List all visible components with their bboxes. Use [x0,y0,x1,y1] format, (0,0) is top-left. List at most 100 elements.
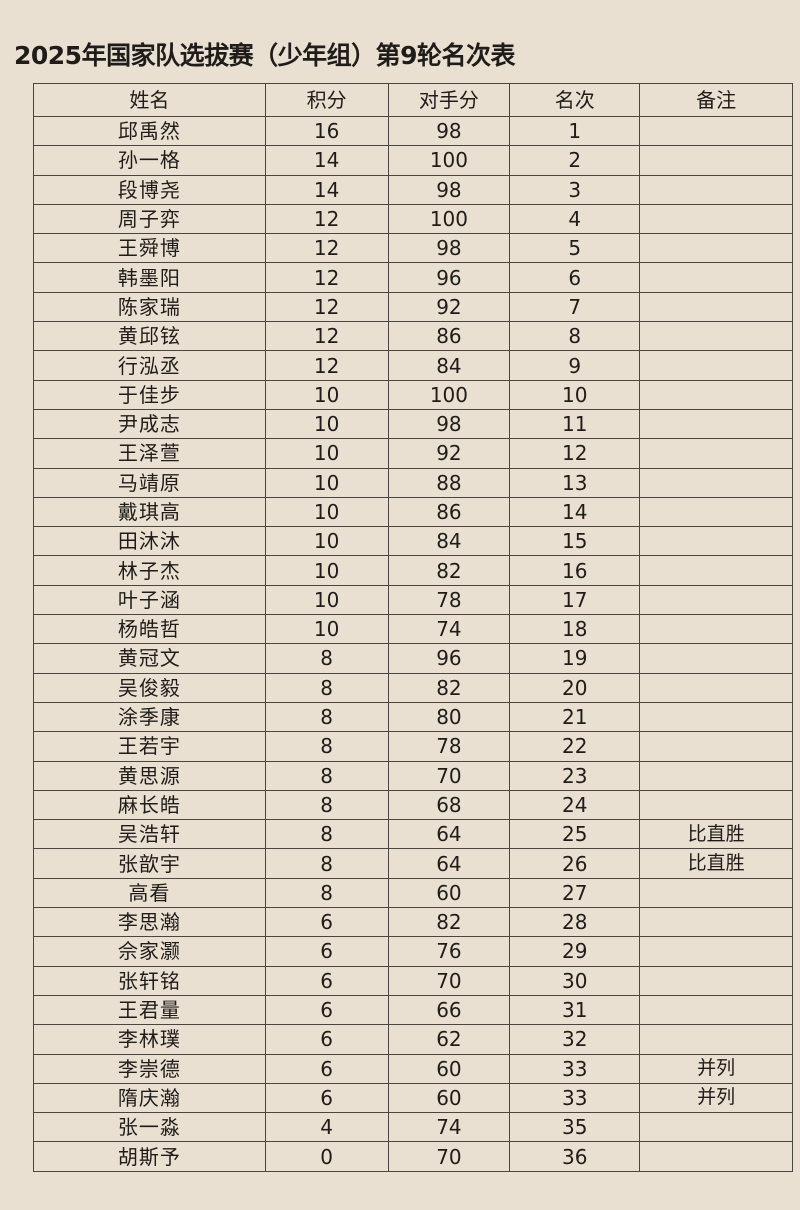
table-row: 高看 8 60 27 [33,877,793,909]
cell-rank: 26 [509,848,641,879]
cell-opponent-score: 100 [387,145,511,176]
cell-points: 6 [264,1024,389,1055]
header-remarks: 备注 [639,83,793,117]
cell-rank: 8 [509,321,641,352]
cell-remarks [639,614,793,645]
table-row: 胡斯予 0 70 36 [33,1141,793,1172]
cell-remarks: 并列 [639,1053,793,1084]
cell-rank: 33 [509,1053,641,1084]
cell-points: 6 [264,936,389,967]
cell-rank: 1 [509,115,641,147]
cell-name: 吴浩轩 [33,819,266,850]
cell-name: 叶子涵 [33,584,266,616]
table-row: 田沐沐 10 84 15 [33,526,793,557]
cell-rank: 36 [509,1141,641,1172]
cell-opponent-score: 100 [387,379,511,410]
cell-name: 戴琪高 [33,496,266,528]
cell-opponent-score: 74 [387,1112,511,1143]
cell-rank: 18 [509,614,641,645]
table-row: 段博尧 14 98 3 [33,174,793,205]
cell-points: 6 [264,907,389,938]
cell-opponent-score: 82 [387,907,511,938]
cell-name: 高看 [33,877,266,909]
cell-points: 10 [264,614,389,645]
standings-table: 姓名 积分 对手分 名次 备注 邱禹然 16 98 1 孙一格 14 100 2 段博尧 14 98… [33,83,793,1172]
table-row: 张轩铭 6 70 30 [33,965,793,996]
cell-points: 6 [264,1082,389,1114]
table-row: 吴俊毅 8 82 20 [33,672,793,703]
cell-name: 周子弈 [33,203,266,235]
table-row: 王舜博 12 98 5 [33,233,793,264]
cell-points: 4 [264,1112,389,1143]
cell-points: 12 [264,203,389,235]
cell-opponent-score: 84 [387,350,511,381]
table-row: 王君量 6 66 31 [33,994,793,1026]
cell-points: 12 [264,321,389,352]
table-row: 麻长皓 8 68 24 [33,789,793,821]
cell-rank: 12 [509,438,641,469]
cell-rank: 27 [509,877,641,909]
cell-rank: 13 [509,467,641,498]
cell-rank: 23 [509,760,641,791]
cell-remarks: 并列 [639,1082,793,1114]
cell-name: 张轩铭 [33,965,266,996]
cell-name: 王泽萱 [33,438,266,469]
table-row: 孙一格 14 100 2 [33,145,793,176]
cell-remarks: 比直胜 [639,848,793,879]
cell-rank: 28 [509,907,641,938]
cell-points: 8 [264,672,389,703]
header-rank: 名次 [509,83,641,117]
cell-remarks [639,174,793,205]
cell-name: 黄冠文 [33,643,266,674]
table-row: 张歆宇 8 64 26 比直胜 [33,848,793,879]
cell-points: 8 [264,848,389,879]
cell-remarks [639,233,793,264]
cell-points: 10 [264,408,389,440]
cell-rank: 32 [509,1024,641,1055]
cell-points: 10 [264,379,389,410]
cell-remarks: 比直胜 [639,819,793,850]
cell-opponent-score: 60 [387,877,511,909]
cell-rank: 20 [509,672,641,703]
cell-opponent-score: 98 [387,408,511,440]
cell-remarks [639,1024,793,1055]
cell-points: 6 [264,965,389,996]
cell-opponent-score: 92 [387,291,511,323]
cell-remarks [639,731,793,762]
cell-remarks [639,145,793,176]
cell-remarks [639,672,793,703]
cell-opponent-score: 76 [387,936,511,967]
cell-opponent-score: 92 [387,438,511,469]
cell-opponent-score: 62 [387,1024,511,1055]
cell-points: 8 [264,789,389,821]
cell-rank: 22 [509,731,641,762]
table-row: 王泽萱 10 92 12 [33,438,793,469]
cell-name: 邱禹然 [33,115,266,147]
cell-name: 段博尧 [33,174,266,205]
cell-name: 马靖原 [33,467,266,498]
table-row: 行泓丞 12 84 9 [33,350,793,381]
table-row: 李崇德 6 60 33 并列 [33,1053,793,1084]
table-row: 叶子涵 10 78 17 [33,584,793,616]
cell-remarks [639,203,793,235]
cell-opponent-score: 80 [387,701,511,733]
cell-remarks [639,1112,793,1143]
cell-opponent-score: 74 [387,614,511,645]
cell-name: 吴俊毅 [33,672,266,703]
cell-points: 12 [264,350,389,381]
cell-opponent-score: 88 [387,467,511,498]
cell-points: 10 [264,496,389,528]
cell-name: 隋庆瀚 [33,1082,266,1114]
cell-rank: 33 [509,1082,641,1114]
cell-remarks [639,291,793,323]
cell-points: 12 [264,233,389,264]
cell-rank: 25 [509,819,641,850]
cell-name: 田沐沐 [33,526,266,557]
cell-points: 8 [264,643,389,674]
cell-opponent-score: 64 [387,848,511,879]
cell-name: 张一淼 [33,1112,266,1143]
header-row: 姓名 积分 对手分 名次 备注 [33,83,793,117]
cell-rank: 9 [509,350,641,381]
page-title: 2025年国家队选拔赛（少年组）第9轮名次表 [14,41,515,70]
cell-points: 6 [264,994,389,1026]
